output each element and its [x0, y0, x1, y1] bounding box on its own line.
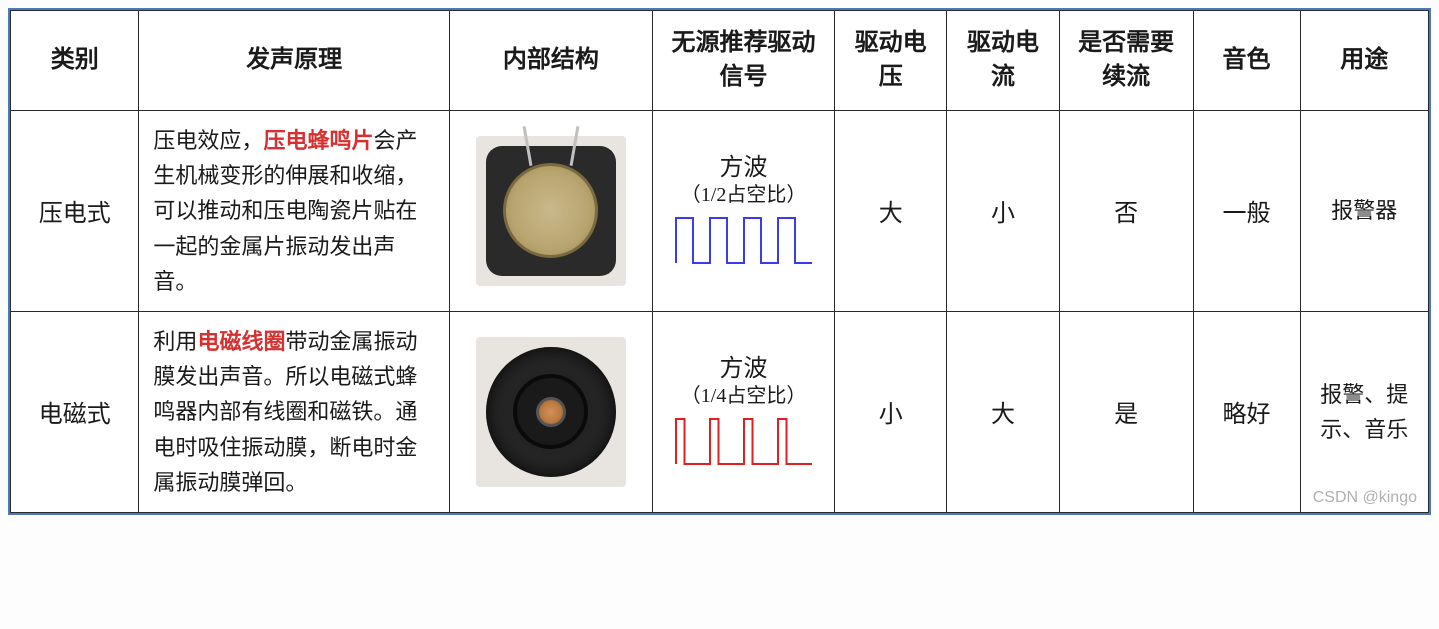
cell-current: 小 [947, 111, 1059, 312]
cell-tone: 一般 [1193, 111, 1300, 312]
cell-tone: 略好 [1193, 311, 1300, 512]
signal-title: 方波 [659, 355, 828, 384]
square-wave-icon [674, 414, 814, 469]
cell-freewheel: 是 [1059, 311, 1193, 512]
table-row: 压电式 压电效应，压电蜂鸣片会产生机械变形的伸展和收缩，可以推动和压电陶瓷片贴在… [11, 111, 1429, 312]
header-current: 驱动电流 [947, 11, 1059, 111]
cell-voltage: 小 [835, 311, 947, 512]
cell-structure [449, 111, 652, 312]
cell-category: 压电式 [11, 111, 139, 312]
cell-freewheel: 否 [1059, 111, 1193, 312]
comparison-table: 类别 发声原理 内部结构 无源推荐驱动信号 驱动电压 驱动电流 是否需要续流 音… [10, 10, 1429, 513]
square-wave-icon [674, 213, 814, 268]
principle-pre: 压电效应， [153, 128, 263, 153]
header-structure: 内部结构 [449, 11, 652, 111]
signal-subtitle: （1/4占空比） [659, 384, 828, 408]
cell-signal: 方波 （1/4占空比） [653, 311, 835, 512]
principle-highlight: 电磁线圈 [197, 329, 285, 354]
header-signal: 无源推荐驱动信号 [653, 11, 835, 111]
header-voltage: 驱动电压 [835, 11, 947, 111]
magnetic-structure-image [476, 337, 626, 487]
cell-structure [449, 311, 652, 512]
principle-pre: 利用 [153, 329, 197, 354]
header-usage: 用途 [1300, 11, 1428, 111]
signal-subtitle: （1/2占空比） [659, 183, 828, 207]
cell-principle: 利用电磁线圈带动金属振动膜发出声音。所以电磁式蜂鸣器内部有线圈和磁铁。通电时吸住… [139, 311, 449, 512]
cell-voltage: 大 [835, 111, 947, 312]
header-tone: 音色 [1193, 11, 1300, 111]
table-row: 电磁式 利用电磁线圈带动金属振动膜发出声音。所以电磁式蜂鸣器内部有线圈和磁铁。通… [11, 311, 1429, 512]
header-row: 类别 发声原理 内部结构 无源推荐驱动信号 驱动电压 驱动电流 是否需要续流 音… [11, 11, 1429, 111]
cell-category: 电磁式 [11, 311, 139, 512]
header-category: 类别 [11, 11, 139, 111]
cell-usage: 报警器 [1300, 111, 1428, 312]
piezo-structure-image [476, 136, 626, 286]
cell-signal: 方波 （1/2占空比） [653, 111, 835, 312]
header-freewheel: 是否需要续流 [1059, 11, 1193, 111]
header-principle: 发声原理 [139, 11, 449, 111]
signal-title: 方波 [659, 154, 828, 183]
cell-principle: 压电效应，压电蜂鸣片会产生机械变形的伸展和收缩，可以推动和压电陶瓷片贴在一起的金… [139, 111, 449, 312]
cell-current: 大 [947, 311, 1059, 512]
principle-highlight: 压电蜂鸣片 [263, 128, 373, 153]
cell-usage: 报警、提示、音乐 [1300, 311, 1428, 512]
buzzer-comparison-table: 类别 发声原理 内部结构 无源推荐驱动信号 驱动电压 驱动电流 是否需要续流 音… [8, 8, 1431, 515]
